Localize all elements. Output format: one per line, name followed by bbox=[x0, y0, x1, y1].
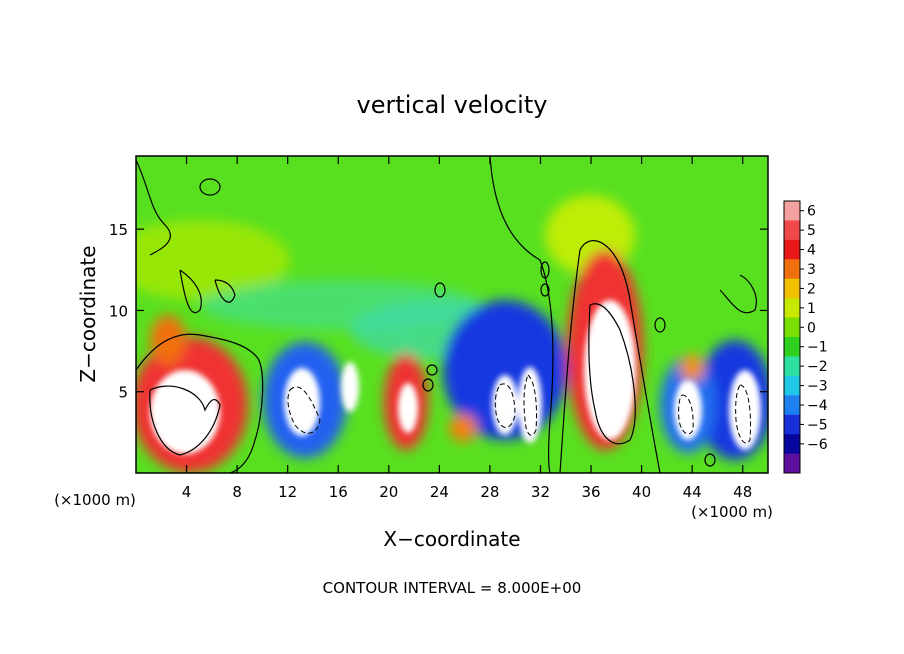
colorbar-label: −6 bbox=[807, 437, 828, 453]
y-tick-label: 15 bbox=[109, 221, 128, 239]
contour-blob-2 bbox=[434, 282, 446, 298]
orange-right bbox=[680, 354, 704, 382]
bump-contour-1 bbox=[179, 269, 202, 314]
zero-contour-upper-left bbox=[136, 159, 171, 256]
contour-blob-4 bbox=[540, 283, 550, 297]
colorbar-swatch bbox=[784, 298, 800, 319]
contour-blob-7 bbox=[654, 317, 666, 333]
updraft-core-2 bbox=[398, 383, 418, 433]
colorbar-label: −5 bbox=[807, 417, 828, 433]
bump-contour-2 bbox=[214, 279, 236, 303]
updraft-contour-2 bbox=[588, 303, 636, 445]
colorbar-label: 3 bbox=[807, 262, 816, 278]
x-tick-label: 36 bbox=[581, 483, 600, 501]
zero-contour-center bbox=[489, 156, 554, 473]
contour-interval-note: CONTOUR INTERVAL = 8.000E+00 bbox=[323, 579, 582, 597]
x-tick-label: 28 bbox=[480, 483, 499, 501]
colorbar-swatch bbox=[784, 259, 800, 280]
updraft-core-3 bbox=[584, 300, 636, 440]
colorbar-label: −1 bbox=[807, 340, 828, 356]
x-tick-label: 44 bbox=[683, 483, 702, 501]
downdraft-core-4 bbox=[518, 367, 542, 443]
colorbar-swatch bbox=[784, 220, 800, 241]
downdraft-core-6 bbox=[729, 370, 761, 450]
x-axis: 4 8 12 16 20 24 28 32 36 40 44 48 bbox=[182, 156, 752, 501]
colorbar-swatch bbox=[784, 434, 800, 455]
updraft-core-1 bbox=[150, 370, 220, 454]
y-axis: 5 10 15 bbox=[109, 221, 768, 402]
colorbar-swatch bbox=[784, 414, 800, 435]
colorbar-swatch bbox=[784, 453, 800, 474]
x-tick-label: 48 bbox=[733, 483, 752, 501]
upper-warm-band bbox=[136, 220, 290, 300]
colorbar-label: 1 bbox=[807, 301, 816, 317]
colorbar-label: 4 bbox=[807, 243, 816, 259]
colorbar-frame bbox=[783, 200, 801, 474]
contour-blob-3 bbox=[540, 261, 550, 279]
bump-contour-3 bbox=[719, 274, 757, 314]
colorbar-swatch bbox=[784, 395, 800, 416]
downdraft-contour-3 bbox=[523, 374, 537, 436]
colorbar-label: −4 bbox=[807, 398, 828, 414]
plot-frame bbox=[135, 155, 769, 474]
colorbar-label: 5 bbox=[807, 223, 816, 239]
x-tick-label: 20 bbox=[379, 483, 398, 501]
colorbar-swatch bbox=[784, 317, 800, 338]
y-tick-label: 10 bbox=[109, 302, 128, 320]
contour-blob-8 bbox=[704, 453, 716, 467]
x-tick-label: 12 bbox=[278, 483, 297, 501]
downdraft-contour-5 bbox=[735, 384, 751, 444]
x-tick-label: 8 bbox=[232, 483, 242, 501]
colorbar-label: 6 bbox=[807, 204, 816, 220]
plot-area bbox=[136, 156, 768, 473]
colorbar-swatch bbox=[784, 239, 800, 260]
downdraft-core-3 bbox=[492, 375, 518, 435]
x-tick-label: 40 bbox=[632, 483, 651, 501]
downdraft-contour-4 bbox=[678, 394, 694, 435]
contour-blob-5 bbox=[422, 378, 434, 392]
colorbar-swatch bbox=[784, 337, 800, 357]
x-tick-label: 24 bbox=[430, 483, 449, 501]
x-tick-label: 16 bbox=[329, 483, 348, 501]
y-tick-label: 5 bbox=[118, 384, 128, 402]
colorbar-label: 0 bbox=[807, 320, 816, 336]
downdraft-core-5 bbox=[674, 380, 702, 440]
x-unit-left: (×1000 m) bbox=[54, 491, 136, 509]
colorbar-label: −2 bbox=[807, 359, 828, 375]
y-axis-label: Z−coordinate bbox=[76, 245, 100, 382]
contour-blob-1 bbox=[199, 178, 221, 196]
downdraft-contour-1 bbox=[287, 386, 321, 434]
zero-contour-left bbox=[136, 333, 264, 473]
x-tick-label: 4 bbox=[182, 483, 192, 501]
zero-contour-right bbox=[559, 240, 661, 473]
x-axis-label: X−coordinate bbox=[383, 527, 520, 551]
x-tick-label: 32 bbox=[531, 483, 550, 501]
downdraft-core-2 bbox=[341, 362, 359, 412]
chart-title: vertical velocity bbox=[357, 91, 548, 119]
colorbar-swatch bbox=[784, 201, 800, 221]
colorbar-swatch bbox=[784, 356, 800, 377]
colorbar-label: −3 bbox=[807, 379, 828, 395]
colorbar-swatch bbox=[784, 278, 800, 299]
colorbar: 6 5 4 3 2 1 0 −1 −2 −3 −4 −5 −6 bbox=[783, 200, 828, 474]
downdraft-contour-2 bbox=[494, 383, 516, 428]
colorbar-label: 2 bbox=[807, 281, 816, 297]
updraft-contour-1 bbox=[149, 385, 221, 456]
x-unit-right: (×1000 m) bbox=[691, 503, 773, 521]
red-small bbox=[449, 414, 477, 442]
contour-blob-6 bbox=[426, 364, 438, 376]
colorbar-swatch bbox=[784, 375, 800, 396]
downdraft-core-1 bbox=[284, 368, 320, 436]
